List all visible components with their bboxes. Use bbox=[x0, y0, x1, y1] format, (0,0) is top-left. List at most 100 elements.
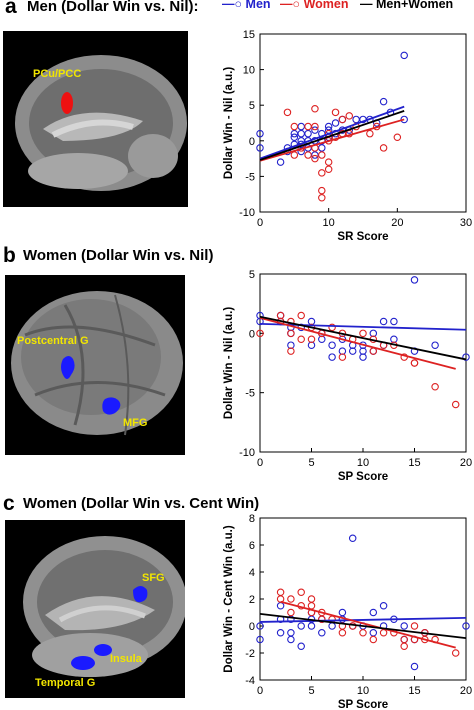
point-women bbox=[287, 608, 295, 617]
y-tick-label: -10 bbox=[239, 207, 255, 219]
roi-sfg bbox=[133, 586, 148, 603]
point-women bbox=[283, 108, 292, 117]
point-men bbox=[324, 122, 333, 131]
point-men bbox=[287, 635, 295, 644]
legend-combined-marker: ― bbox=[359, 0, 373, 11]
point-men bbox=[400, 622, 408, 630]
point-men bbox=[348, 534, 357, 542]
point-men bbox=[379, 317, 388, 326]
point-women bbox=[328, 323, 336, 332]
fit-line-men-women bbox=[259, 315, 467, 361]
x-tick-label: 15 bbox=[408, 685, 420, 697]
brain-medial-c-icon bbox=[23, 536, 185, 677]
y-axis-label: Dollar Win - Cent Win (a.u.) bbox=[223, 525, 235, 673]
chart-c: 0 5 10 15 20 -4 -2 0 2 4 6 8 SP Score Dollar Win - Ce… bbox=[223, 513, 472, 710]
point-women bbox=[256, 329, 264, 338]
fit-line-men-women bbox=[259, 110, 405, 161]
fit-line-women bbox=[259, 317, 456, 370]
y-tick-label: 8 bbox=[249, 513, 255, 525]
y-axis-label: Dollar Win - Nil (a.u.) bbox=[223, 67, 235, 180]
panel-a-title: Men (Dollar Win vs. Nil): bbox=[27, 0, 199, 15]
point-men bbox=[390, 317, 398, 326]
point-men bbox=[431, 341, 439, 349]
y-tick-label: 0 bbox=[249, 328, 255, 340]
x-tick-label: 10 bbox=[357, 685, 369, 697]
point-men bbox=[318, 144, 326, 152]
point-women bbox=[400, 635, 408, 644]
point-women bbox=[359, 629, 367, 637]
x-tick-label: 0 bbox=[257, 457, 263, 469]
roi-pcu-pcc bbox=[61, 92, 73, 114]
x-tick-label: 20 bbox=[460, 457, 472, 469]
point-women bbox=[307, 602, 316, 610]
point-men bbox=[297, 642, 305, 651]
fit-line-men-women bbox=[259, 612, 467, 640]
x-axis-label: SR Score bbox=[337, 231, 388, 240]
x-tick-label: 20 bbox=[460, 685, 472, 697]
region-label-pcu-pcc: PCu/PCC bbox=[33, 68, 82, 80]
roi-postcentral-g bbox=[61, 356, 75, 379]
y-tick-label: 2 bbox=[249, 594, 255, 606]
brain-image-a: PCu/PCC bbox=[3, 31, 188, 207]
y-tick-label: 15 bbox=[243, 29, 255, 41]
y-axis-label: Dollar Win - Nil (a.u.) bbox=[223, 307, 235, 420]
point-women bbox=[276, 595, 285, 603]
brain-image-c: SFG Insula Temporal G bbox=[5, 520, 185, 698]
point-men bbox=[410, 662, 419, 671]
point-men bbox=[462, 622, 470, 630]
point-men bbox=[287, 629, 295, 637]
point-men bbox=[307, 622, 316, 630]
x-axis-label: SP Score bbox=[338, 471, 388, 482]
point-men bbox=[256, 622, 264, 630]
point-men bbox=[359, 347, 367, 355]
point-men bbox=[328, 341, 336, 349]
point-men bbox=[338, 608, 347, 617]
point-men bbox=[348, 347, 357, 355]
x-tick-label: 15 bbox=[408, 457, 420, 469]
legend-men-label: Men bbox=[245, 0, 271, 11]
panel-c-title: Women (Dollar Win vs. Cent Win) bbox=[23, 495, 260, 512]
point-men bbox=[369, 629, 378, 637]
point-women bbox=[311, 122, 319, 131]
point-women bbox=[276, 588, 285, 597]
point-women bbox=[451, 649, 460, 657]
y-tick-label: -4 bbox=[245, 675, 255, 687]
point-men bbox=[256, 144, 264, 152]
point-women bbox=[379, 629, 388, 637]
point-women bbox=[297, 588, 305, 597]
plot-frame bbox=[259, 517, 467, 681]
y-tick-label: -10 bbox=[239, 447, 255, 459]
x-tick-label: 10 bbox=[323, 217, 335, 229]
point-women bbox=[290, 151, 299, 159]
point-women bbox=[331, 108, 340, 117]
point-women bbox=[318, 186, 326, 195]
x-tick-label: 5 bbox=[308, 685, 314, 697]
point-women bbox=[318, 194, 326, 202]
point-women bbox=[410, 622, 419, 630]
point-women bbox=[307, 335, 316, 344]
point-women bbox=[393, 133, 402, 141]
point-men bbox=[276, 158, 285, 166]
point-women bbox=[410, 359, 419, 367]
point-men bbox=[290, 133, 299, 141]
point-men bbox=[256, 129, 264, 138]
point-women bbox=[338, 629, 347, 637]
point-women bbox=[318, 169, 326, 177]
point-women bbox=[379, 144, 388, 152]
point-women bbox=[369, 635, 378, 644]
point-men bbox=[400, 51, 408, 60]
point-men bbox=[410, 276, 419, 284]
point-men bbox=[311, 126, 319, 134]
x-tick-label: 5 bbox=[308, 457, 314, 469]
panel-b-title: Women (Dollar Win vs. Nil) bbox=[23, 247, 214, 264]
fit-line-women bbox=[259, 118, 405, 162]
point-women bbox=[297, 311, 305, 320]
y-tick-label: -5 bbox=[245, 388, 255, 400]
legend-women-label: Women bbox=[303, 0, 349, 11]
x-tick-label: 10 bbox=[357, 457, 369, 469]
fit-line-men bbox=[259, 617, 467, 623]
point-men bbox=[276, 629, 285, 637]
region-label-sfg: SFG bbox=[142, 572, 165, 584]
point-men bbox=[379, 602, 388, 610]
point-men bbox=[297, 129, 305, 138]
